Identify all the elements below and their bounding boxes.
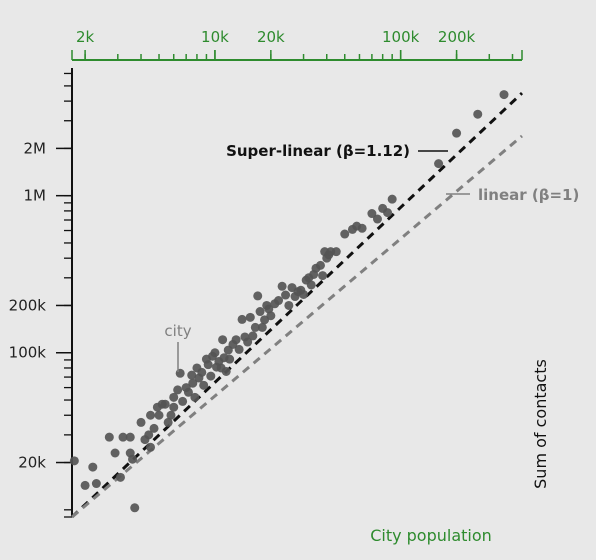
data-point (218, 335, 228, 345)
x-tick-label: 2k (76, 28, 95, 46)
data-point (499, 90, 509, 100)
data-point (315, 260, 325, 270)
data-point (231, 335, 241, 345)
data-point (372, 214, 382, 224)
data-point (69, 456, 79, 466)
data-point (331, 247, 341, 257)
data-point (257, 322, 267, 332)
data-point (234, 344, 244, 354)
data-point (266, 311, 276, 321)
linear-label: linear (β=1) (478, 186, 579, 204)
x-tick-labels: 2k 10k 20k 100k 200k (76, 28, 476, 60)
y-minor-ticks (64, 72, 72, 518)
data-point (173, 385, 183, 395)
data-point (187, 370, 197, 380)
data-point (387, 194, 397, 204)
y-tick-label: 200k (9, 296, 47, 314)
y-tick-label: 2M (24, 139, 47, 157)
data-point (80, 480, 90, 490)
data-point (190, 392, 200, 402)
data-point (357, 223, 367, 233)
x-tick-label: 100k (382, 28, 420, 46)
data-point (125, 432, 135, 442)
data-point (318, 271, 328, 281)
data-point (199, 380, 209, 390)
data-point (277, 281, 287, 291)
data-point (197, 367, 207, 377)
data-point (264, 304, 274, 314)
y-tick-label: 20k (18, 454, 46, 472)
data-point (281, 290, 291, 300)
data-point (160, 399, 170, 409)
data-point (91, 479, 101, 489)
data-point (88, 462, 98, 472)
axes: 2k 10k 20k 100k 200k 20k 100k 200k 1M 2M (9, 28, 523, 518)
data-point (452, 128, 462, 138)
x-minor-ticks (71, 50, 523, 60)
data-point (118, 432, 128, 442)
data-point (144, 430, 154, 440)
linear-fit-line (71, 134, 523, 519)
data-point (253, 291, 263, 301)
data-point (306, 280, 316, 290)
data-point (250, 322, 260, 332)
y-axis-label: Sum of contacts (531, 359, 550, 489)
data-point (473, 109, 483, 119)
data-point (166, 410, 176, 420)
data-point (104, 432, 114, 442)
data-point (188, 378, 198, 388)
data-point (130, 503, 140, 513)
data-point (383, 208, 393, 218)
data-points (69, 90, 509, 513)
city-label: city (164, 322, 191, 340)
data-point (225, 354, 235, 364)
data-point (284, 300, 294, 310)
data-point (245, 312, 255, 322)
x-tick-label: 200k (438, 28, 476, 46)
data-point (169, 392, 179, 402)
data-point (203, 360, 213, 370)
data-point (299, 289, 309, 299)
x-axis-label: City population (370, 526, 492, 545)
data-point (237, 314, 247, 324)
data-point (274, 296, 284, 306)
data-point (149, 423, 159, 433)
data-point (434, 159, 444, 169)
data-point (340, 229, 350, 239)
data-point (115, 472, 125, 482)
y-tick-label: 100k (9, 344, 47, 362)
y-tick-labels: 20k 100k 200k 1M 2M (9, 139, 72, 472)
data-point (243, 337, 253, 347)
data-point (248, 331, 258, 341)
data-point (136, 417, 146, 427)
data-point (146, 410, 156, 420)
data-point (163, 417, 173, 427)
data-point (128, 454, 138, 464)
data-point (110, 448, 120, 458)
data-point (178, 396, 188, 406)
data-point (183, 387, 193, 397)
y-tick-label: 1M (24, 187, 47, 205)
x-tick-label: 10k (201, 28, 229, 46)
annotations: Super-linear (β=1.12) linear (β=1) city (164, 142, 579, 372)
data-point (206, 371, 216, 381)
data-point (210, 348, 220, 358)
super-linear-label: Super-linear (β=1.12) (226, 142, 410, 160)
data-point (175, 368, 185, 378)
data-point (154, 410, 164, 420)
x-tick-label: 20k (257, 28, 285, 46)
data-point (169, 402, 179, 412)
data-point (255, 307, 265, 317)
data-point (221, 366, 231, 376)
data-point (146, 442, 156, 452)
data-point (367, 209, 377, 219)
